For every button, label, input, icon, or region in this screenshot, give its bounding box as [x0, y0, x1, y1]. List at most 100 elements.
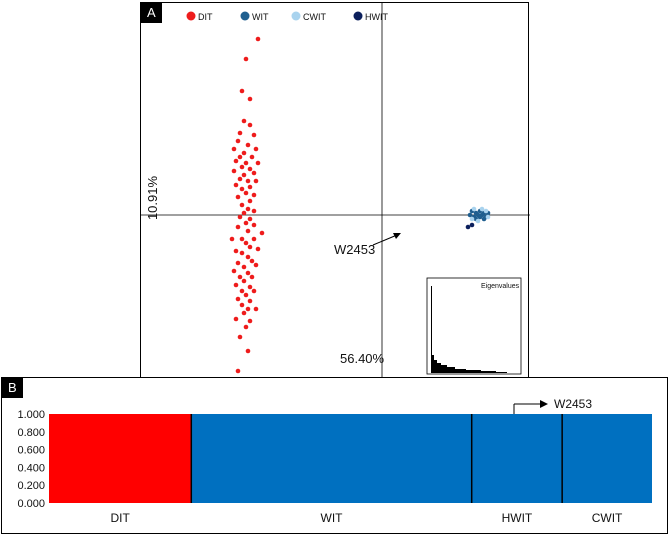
point-dit-24 — [245, 178, 251, 184]
point-dit-40 — [251, 222, 257, 228]
point-dit-42 — [245, 228, 251, 234]
bar-wit — [191, 414, 472, 503]
point-cwit-5 — [485, 214, 491, 220]
y-tick-label-5: 1.000 — [17, 409, 45, 421]
point-dit-38 — [247, 216, 253, 222]
point-dit-48 — [247, 244, 253, 250]
point-dit-22 — [241, 172, 247, 178]
point-dit-51 — [239, 250, 245, 256]
pca-legend: DIT WIT CWIT HWIT — [186, 11, 388, 22]
y-tick-label-4: 0.800 — [17, 427, 45, 439]
point-dit-14 — [249, 154, 255, 160]
point-dit-74 — [247, 318, 253, 324]
point-dit-67 — [235, 296, 241, 302]
point-dit-12 — [241, 150, 247, 156]
point-dit-20 — [231, 168, 237, 174]
point-dit-39 — [243, 220, 249, 226]
point-dit-47 — [243, 240, 249, 246]
point-dit-65 — [251, 288, 257, 294]
point-dit-0 — [255, 36, 261, 42]
point-dit-26 — [233, 182, 239, 188]
group-label-dit: DIT — [110, 511, 130, 525]
legend-marker-cwit — [291, 11, 301, 21]
point-cwit-2 — [475, 218, 481, 224]
point-dit-31 — [235, 194, 241, 200]
point-dit-3 — [247, 96, 253, 102]
point-dit-15 — [233, 158, 239, 164]
point-dit-30 — [251, 192, 257, 198]
pca-points — [229, 36, 491, 374]
point-dit-17 — [255, 160, 261, 166]
point-dit-6 — [237, 130, 243, 136]
pca-panel: A DIT WIT CWIT HWIT 10.91% 56.40% W2453 Eig… — [140, 2, 530, 379]
point-dit-61 — [241, 278, 247, 284]
point-dit-53 — [249, 258, 255, 264]
point-dit-49 — [233, 248, 239, 254]
y-tick-label-0: 0.000 — [17, 498, 45, 510]
point-wit-11 — [477, 214, 483, 220]
point-cwit-1 — [479, 206, 485, 212]
point-dit-34 — [245, 206, 251, 212]
panel-b-label: B — [2, 378, 23, 398]
pc2-axis-label: 10.91% — [145, 176, 160, 221]
point-wit-12 — [481, 216, 487, 222]
group-label-cwit: CWIT — [592, 511, 623, 525]
point-dit-45 — [239, 236, 245, 242]
point-dit-9 — [245, 142, 251, 148]
point-hwit-0 — [465, 224, 471, 230]
legend-label-cwit: CWIT — [303, 12, 326, 22]
point-dit-27 — [247, 184, 253, 190]
group-label-hwit: HWIT — [502, 511, 533, 525]
point-dit-28 — [239, 186, 245, 192]
bar-cwit — [562, 414, 652, 503]
point-dit-8 — [235, 138, 241, 144]
point-dit-52 — [245, 254, 251, 260]
point-dit-16 — [243, 160, 249, 166]
point-dit-36 — [241, 210, 247, 216]
eigenvalues-title: Eigenvalues — [481, 283, 520, 290]
point-dit-72 — [241, 310, 247, 316]
point-dit-13 — [237, 154, 243, 160]
point-cwit-3 — [483, 208, 489, 214]
y-tick-label-1: 0.200 — [17, 480, 45, 492]
point-dit-60 — [249, 274, 255, 280]
admixture-panel: B 0.000 0.200 0.400 0.600 0.800 1.000 DIT WIT H… — [1, 377, 668, 534]
point-wit-8 — [467, 212, 473, 218]
point-dit-71 — [253, 306, 259, 312]
point-dit-55 — [241, 264, 247, 270]
point-dit-64 — [239, 288, 245, 294]
point-dit-5 — [247, 122, 253, 128]
legend-marker-dit — [186, 11, 196, 21]
eigenvalues-inset: Eigenvalues — [426, 277, 522, 375]
y-tick-label-2: 0.400 — [17, 462, 45, 474]
eigenvalues-bars — [431, 286, 507, 373]
point-dit-46 — [251, 236, 257, 242]
admixture-y-ticks: 0.000 0.200 0.400 0.600 0.800 1.000 — [17, 409, 45, 510]
y-tick-label-3: 0.600 — [17, 445, 45, 457]
point-dit-66 — [243, 292, 249, 298]
pca-scatter-plot: DIT WIT CWIT HWIT 10.91% 56.40% W2453 Eigen… — [141, 3, 530, 379]
admixture-bars — [49, 414, 652, 503]
point-dit-62 — [233, 282, 239, 288]
point-dit-77 — [245, 348, 251, 354]
point-dit-10 — [231, 146, 237, 152]
admixture-group-labels: DIT WIT HWIT CWIT — [110, 511, 623, 525]
point-dit-76 — [237, 334, 243, 340]
point-dit-73 — [233, 316, 239, 322]
point-dit-78 — [235, 368, 241, 374]
w2453-pointer-arrowhead — [540, 400, 548, 408]
legend-label-hwit: HWIT — [365, 12, 388, 22]
point-dit-21 — [251, 170, 257, 176]
point-dit-4 — [241, 118, 247, 124]
outlier-arrowhead — [393, 233, 401, 239]
w2453-label: W2453 — [554, 397, 592, 411]
group-label-wit: WIT — [321, 511, 344, 525]
point-dit-44 — [229, 236, 235, 242]
legend-label-wit: WIT — [252, 12, 269, 22]
point-dit-75 — [243, 324, 249, 330]
admixture-bar-plot: 0.000 0.200 0.400 0.600 0.800 1.000 DIT WIT HWI… — [17, 397, 652, 525]
bar-hwit — [471, 414, 563, 503]
point-dit-35 — [251, 208, 257, 214]
panel-a-label: A — [141, 3, 162, 23]
point-dit-69 — [239, 302, 245, 308]
